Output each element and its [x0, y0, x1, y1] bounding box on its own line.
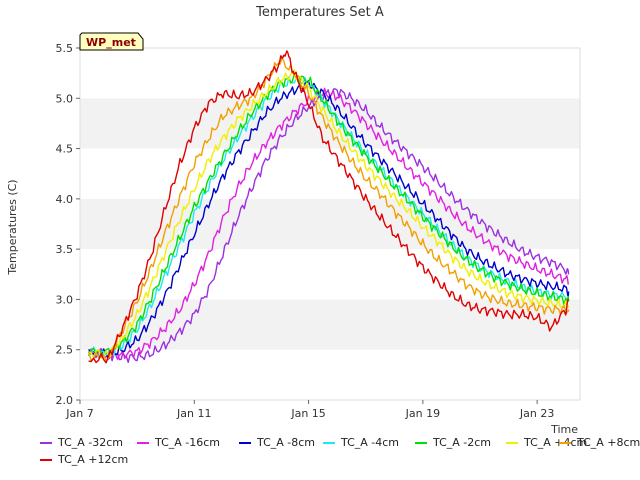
legend-label: TC_A -4cm — [341, 436, 400, 449]
x-tick-label: Jan 15 — [290, 407, 325, 420]
legend-item: TC_A -4cm — [323, 436, 399, 449]
grid-bands — [79, 47, 581, 401]
legend-item: TC_A -32cm — [40, 436, 123, 449]
y-tick-label: 3.0 — [56, 293, 74, 306]
legend-item: TC_A +4cm — [506, 436, 587, 449]
series-line — [88, 68, 570, 359]
series-line — [88, 76, 570, 359]
x-tick-label: Jan 7 — [65, 407, 93, 420]
legend-label: TC_A -2cm — [433, 436, 492, 449]
series-line — [88, 87, 569, 360]
legend-swatch — [239, 441, 251, 444]
plot-frame — [79, 47, 581, 401]
legend-label: TC_A +4cm — [524, 436, 588, 449]
y-tick-label: 4.5 — [56, 143, 74, 156]
legend-swatch — [323, 441, 335, 444]
series-line — [88, 88, 570, 363]
legend-item: TC_A +8cm — [559, 436, 640, 449]
legend-swatch — [415, 441, 427, 444]
series-line — [88, 50, 569, 364]
x-tick-label: Jan 23 — [519, 407, 554, 420]
y-tick-label: 2.0 — [56, 394, 74, 407]
grid-band — [80, 349, 580, 400]
chart-title: Temperatures Set A — [255, 5, 384, 20]
badge-label: WP_met — [86, 36, 136, 49]
series-line — [88, 79, 570, 361]
legend-swatch — [559, 441, 571, 444]
x-tick-label: Jan 11 — [176, 407, 211, 420]
legend-item: TC_A -16cm — [137, 436, 220, 449]
wp-met-badge: WP_met — [79, 32, 144, 51]
grid-band — [80, 198, 580, 250]
grid-band — [80, 299, 580, 350]
series-layer — [87, 50, 570, 364]
y-tick-label: 3.5 — [56, 243, 74, 256]
y-tick-label: 2.5 — [56, 344, 74, 357]
legend-item: TC_A +12cm — [40, 453, 128, 466]
legend-swatch — [137, 441, 149, 444]
x-axis-label: Time — [550, 423, 578, 436]
legend-item: TC_A -8cm — [239, 436, 315, 449]
y-axis-label: Temperatures (C) — [6, 179, 19, 275]
legend-swatch — [40, 458, 52, 461]
legend-label: TC_A -16cm — [155, 436, 221, 449]
legend-swatch — [40, 441, 52, 444]
grid-band — [80, 148, 580, 199]
legend-label: TC_A -8cm — [257, 436, 316, 449]
axes: 2.0 2.5 3.0 3.5 4.0 4.5 5.0 5.5 Jan 7 Jan 11 Jan 1… — [56, 42, 555, 420]
y-tick-label: 5.5 — [56, 42, 74, 55]
legend-label: TC_A +12cm — [58, 453, 129, 466]
series-line — [87, 73, 570, 358]
grid-band — [80, 48, 580, 99]
grid-band — [80, 98, 580, 149]
legend-label: TC_A -32cm — [58, 436, 124, 449]
x-tick-label: Jan 19 — [405, 407, 440, 420]
series-line — [87, 58, 570, 362]
y-tick-label: 5.0 — [56, 92, 74, 105]
grid-band — [80, 249, 580, 300]
legend-swatch — [506, 441, 518, 444]
legend-item: TC_A -2cm — [415, 436, 491, 449]
legend-label: TC_A +8cm — [577, 436, 640, 449]
y-tick-label: 4.0 — [56, 193, 74, 206]
